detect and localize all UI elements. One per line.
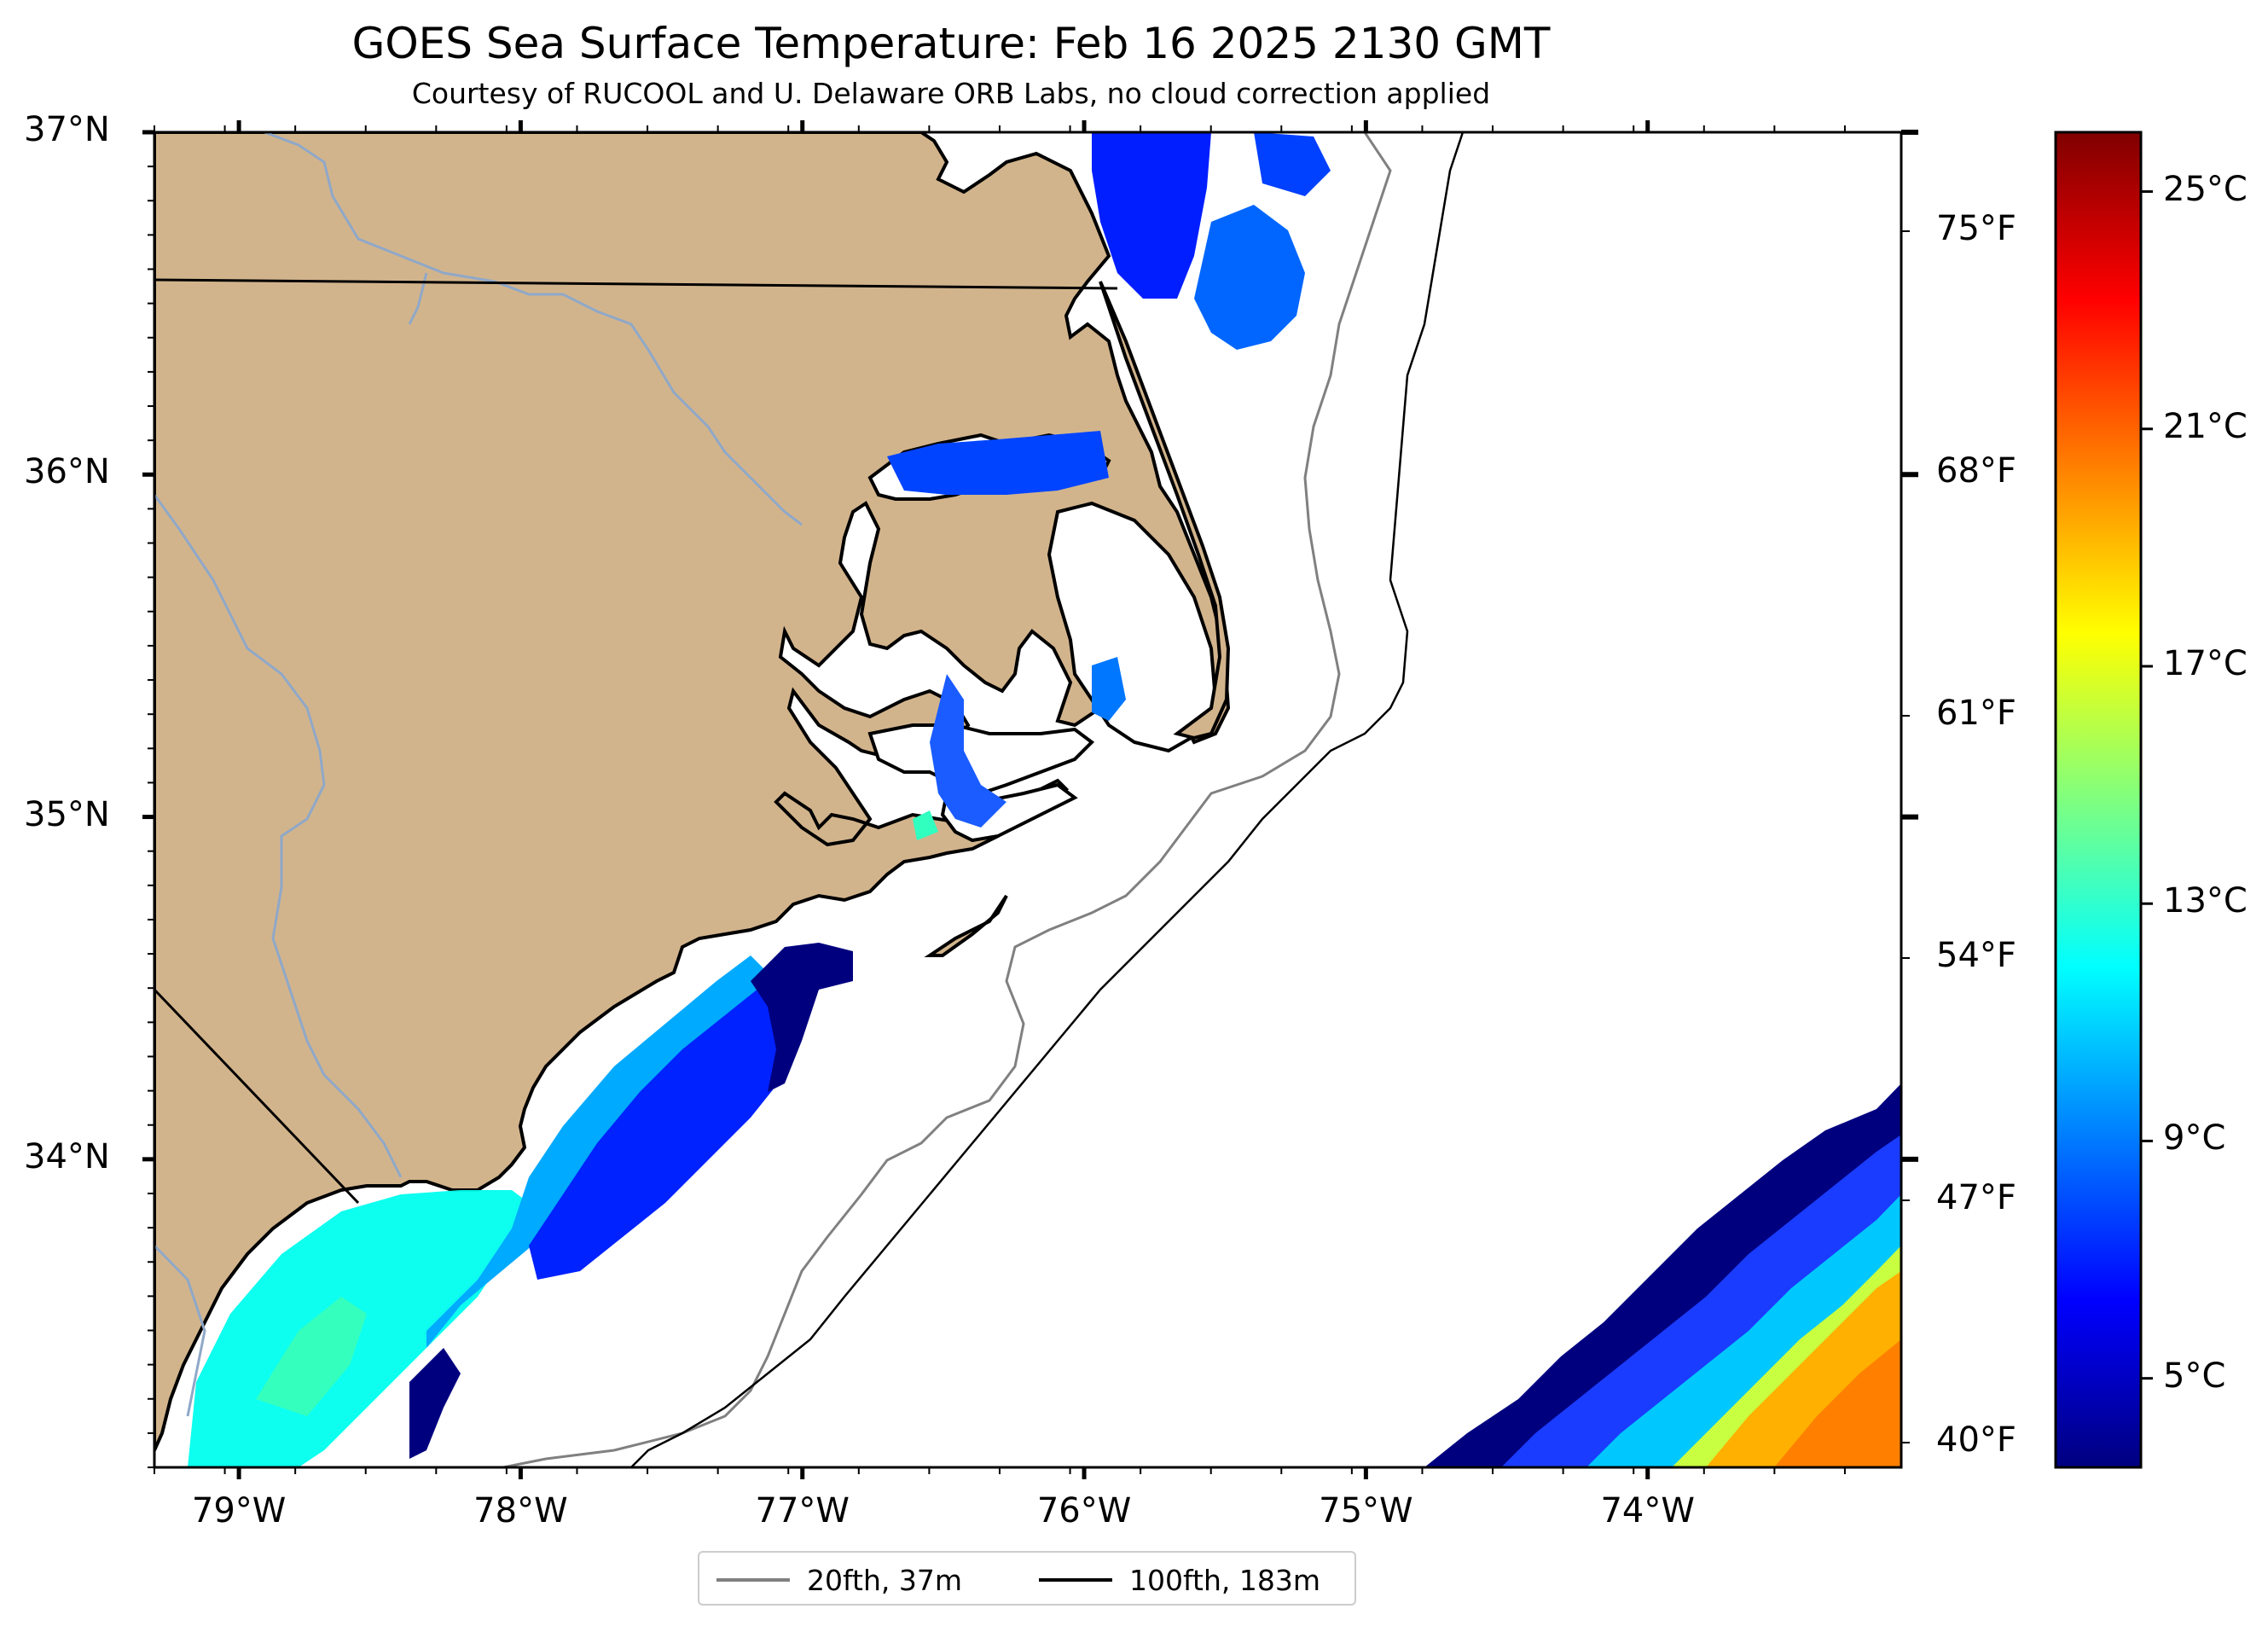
lon-tick-label: 79°W — [191, 1491, 287, 1530]
isobath-20fth — [502, 132, 1392, 1467]
core-sound — [940, 782, 1078, 843]
figure-subtitle: Courtesy of RUCOOL and U. Delaware ORB L… — [411, 77, 1491, 110]
fahrenheit-tick-label: 68°F — [1936, 451, 2016, 491]
fahrenheit-tick-label: 75°F — [1936, 209, 2016, 248]
lat-tick-label: 35°N — [24, 794, 110, 834]
colorbar-tick-label: 21°C — [2163, 406, 2248, 446]
lon-tick-label: 78°W — [473, 1491, 568, 1530]
sst-northern-patches — [887, 132, 1331, 840]
colorbar-tick-label: 17°C — [2163, 644, 2248, 683]
fahrenheit-tick-label: 47°F — [1936, 1178, 2016, 1217]
colorbar — [2054, 131, 2143, 1469]
outer-banks — [1099, 281, 1231, 740]
fahrenheit-tick-label: 40°F — [1936, 1420, 2016, 1460]
lon-tick-label: 75°W — [1319, 1491, 1413, 1530]
colorbar-tick-marks — [2141, 190, 2153, 1380]
fahrenheit-tick-label: 61°F — [1936, 694, 2016, 733]
axis-tick-marks — [142, 120, 1918, 1479]
legend-item-20fth: 20fth, 37m — [716, 1563, 962, 1597]
lat-tick-label: 37°N — [24, 110, 110, 149]
pamlico-sound — [1047, 501, 1218, 753]
colorbar-tick-label: 25°C — [2163, 169, 2248, 209]
lat-tick-label: 36°N — [24, 452, 110, 492]
legend-label-100fth: 100fth, 183m — [1129, 1563, 1320, 1597]
sst-nearshore-band — [188, 943, 853, 1467]
colorbar-tick-label: 13°C — [2163, 881, 2248, 921]
legend-swatch-100fth — [1039, 1578, 1112, 1582]
lon-tick-label: 76°W — [1036, 1491, 1132, 1530]
state-border-nc-sc — [154, 988, 360, 1205]
legend-label-20fth: 20fth, 37m — [807, 1563, 962, 1597]
legend-swatch-20fth — [716, 1578, 790, 1582]
isobath-100fth — [630, 132, 1465, 1467]
lat-tick-label: 34°N — [24, 1136, 110, 1176]
lower-pamlico-sound — [867, 723, 1095, 796]
rivers — [154, 132, 803, 1417]
sst-offshore-warm-water — [1424, 1083, 1901, 1467]
state-border-va-nc — [154, 278, 1118, 290]
colorbar-tick-label: 9°C — [2163, 1118, 2226, 1159]
isobath-legend: 20fth, 37m 100fth, 183m — [698, 1551, 1356, 1606]
lon-tick-label: 77°W — [755, 1491, 850, 1530]
fahrenheit-tick-label: 54°F — [1936, 936, 2016, 975]
lon-tick-label: 74°W — [1600, 1491, 1695, 1530]
map-frame — [153, 131, 1903, 1469]
figure-title: GOES Sea Surface Temperature: Feb 16 202… — [351, 19, 1551, 68]
colorbar-tick-label: 5°C — [2163, 1356, 2226, 1396]
bogue-banks — [924, 894, 1008, 957]
legend-item-100fth: 100fth, 183m — [1039, 1563, 1320, 1597]
